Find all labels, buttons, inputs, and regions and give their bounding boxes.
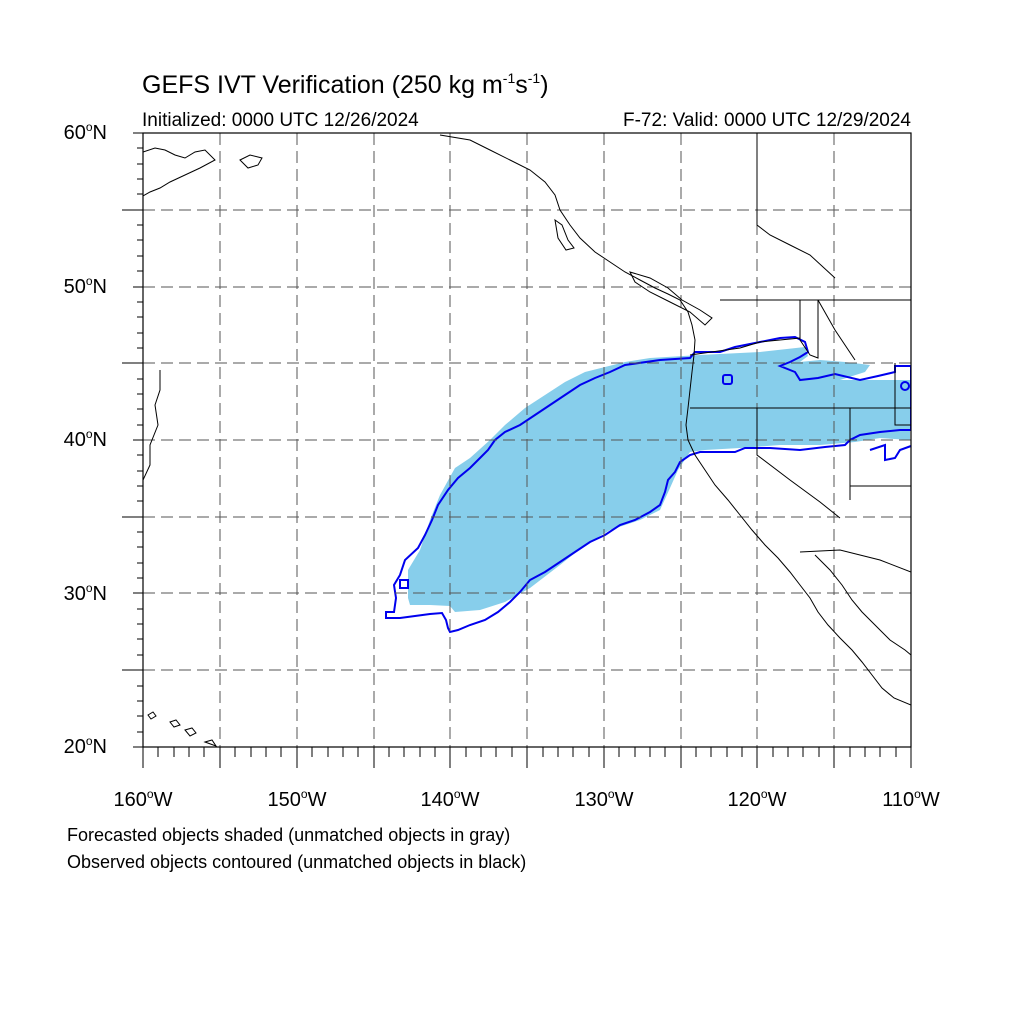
forecast-object bbox=[408, 347, 910, 612]
baja-coast bbox=[814, 554, 911, 656]
observed-object-small-2 bbox=[722, 374, 733, 385]
nevada-california-border bbox=[756, 408, 841, 519]
lat-label-40n: 40oN bbox=[63, 427, 107, 451]
lat-label-60n: 60oN bbox=[63, 120, 107, 144]
pacific-nw-coast bbox=[439, 134, 911, 706]
observed-object-contour bbox=[385, 335, 911, 634]
canada-interior-border bbox=[756, 133, 836, 279]
observed-object bbox=[385, 335, 911, 634]
observed-object-small-3 bbox=[900, 381, 910, 391]
us-mexico-border bbox=[799, 549, 911, 573]
hawaii-island-1 bbox=[147, 711, 157, 720]
observed-object-contour-east bbox=[869, 443, 911, 462]
washington-oregon-border bbox=[689, 300, 801, 356]
coastlines bbox=[143, 133, 911, 747]
legend-observed-note: Observed objects contoured (unmatched ob… bbox=[67, 852, 527, 872]
west-coast-islands bbox=[143, 370, 161, 481]
graticule bbox=[143, 133, 911, 747]
observed-object-small-1 bbox=[399, 579, 409, 589]
hawaii-island-3 bbox=[184, 727, 197, 737]
initialized-time: Initialized: 0000 UTC 12/26/2024 bbox=[142, 110, 419, 131]
lon-label-110w: 110oW bbox=[882, 787, 940, 811]
lat-label-50n: 50oN bbox=[63, 274, 107, 298]
haida-gwaii bbox=[554, 218, 575, 251]
lat-label-30n: 30oN bbox=[63, 581, 107, 605]
vancouver-island bbox=[629, 271, 713, 326]
alaska-coast bbox=[143, 147, 216, 197]
montana-border bbox=[817, 299, 856, 361]
lon-label-140w: 140oW bbox=[420, 787, 480, 811]
hawaii-island-4 bbox=[203, 739, 218, 747]
lon-label-130w: 130oW bbox=[574, 787, 634, 811]
legend-forecast-note: Forecasted objects shaded (unmatched obj… bbox=[67, 825, 511, 845]
valid-time: F-72: Valid: 0000 UTC 12/29/2024 bbox=[623, 110, 911, 131]
hawaii-island-2 bbox=[169, 719, 181, 728]
lon-label-120w: 120oW bbox=[727, 787, 787, 811]
map-title: GEFS IVT Verification (250 kg m-1s-1) bbox=[142, 70, 549, 99]
wyoming-border bbox=[894, 363, 911, 426]
lat-label-20n: 20oN bbox=[63, 734, 107, 758]
lon-label-150w: 150oW bbox=[267, 787, 327, 811]
lon-label-160w: 160oW bbox=[113, 787, 173, 811]
axis-ticks bbox=[122, 132, 912, 768]
forecast-object-shade bbox=[408, 347, 910, 612]
idaho-border bbox=[799, 300, 819, 359]
kodiak-island bbox=[239, 154, 263, 169]
